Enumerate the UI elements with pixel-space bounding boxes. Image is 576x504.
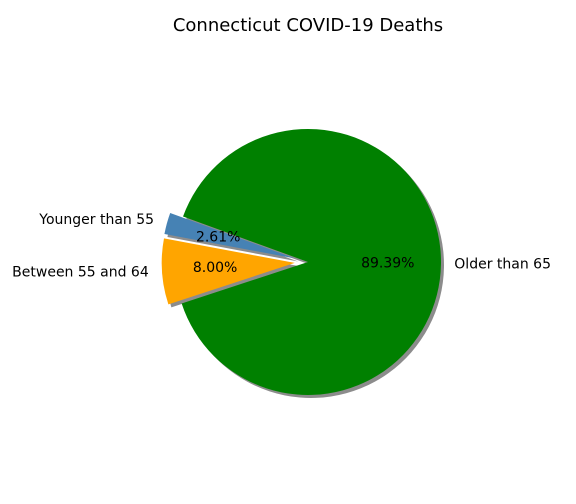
pie-slice-1 bbox=[161, 238, 295, 305]
pie-slice-2 bbox=[181, 129, 441, 396]
pie-labels: Younger than 55 2.61% Between 55 and 64 8.0… bbox=[12, 212, 551, 281]
slice-label-2: Older than 65 bbox=[454, 256, 551, 272]
slice-label-0: Younger than 55 bbox=[38, 212, 154, 228]
slice-percent-2: 89.39% bbox=[361, 255, 414, 271]
chart-title: Connecticut COVID-19 Deaths bbox=[173, 15, 443, 36]
pie-slice-0 bbox=[164, 213, 296, 259]
slice-percent-0: 2.61% bbox=[196, 229, 240, 245]
pie-slices bbox=[161, 129, 444, 399]
slice-percent-1: 8.00% bbox=[193, 260, 237, 276]
slice-label-1: Between 55 and 64 bbox=[12, 265, 149, 281]
